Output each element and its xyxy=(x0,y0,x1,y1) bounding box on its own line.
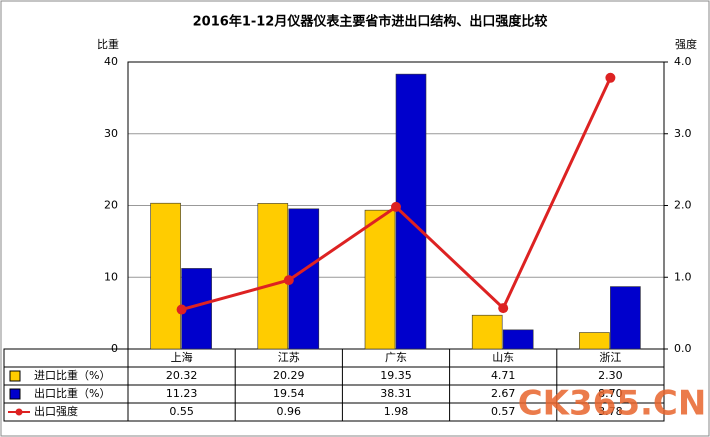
bar xyxy=(610,286,641,350)
y2-tick-label: 0.0 xyxy=(674,342,692,355)
y-tick-label: 30 xyxy=(104,127,118,140)
bar xyxy=(288,208,320,350)
table-value: 19.54 xyxy=(273,387,305,400)
table-value: 2.67 xyxy=(491,387,516,400)
table-value: 0.96 xyxy=(277,405,302,418)
y-axis-label: 比重 xyxy=(97,37,119,51)
y-tick-label: 40 xyxy=(104,55,118,68)
legend-marker xyxy=(15,408,23,416)
bar xyxy=(502,329,534,350)
x-tick-label: 上海 xyxy=(171,350,193,364)
y-tick-label: 10 xyxy=(104,270,118,283)
table-value: 20.29 xyxy=(273,369,305,382)
line-marker xyxy=(498,303,509,314)
y2-tick-label: 2.0 xyxy=(674,199,692,212)
legend-label: 出口强度 xyxy=(34,404,78,418)
bar xyxy=(579,332,610,350)
x-tick-label: 广东 xyxy=(385,351,407,364)
line-marker xyxy=(605,72,616,83)
bar xyxy=(364,209,396,350)
legend-swatch xyxy=(9,370,21,382)
y2-axis-label: 强度 xyxy=(675,37,697,51)
table-value: 0.57 xyxy=(491,405,516,418)
table-value: 19.35 xyxy=(380,369,412,382)
x-tick-label: 浙江 xyxy=(599,351,621,364)
bar xyxy=(150,202,181,350)
line-marker xyxy=(283,275,294,286)
table-value: 1.98 xyxy=(384,405,409,418)
table-value: 38.31 xyxy=(380,387,412,400)
line-marker xyxy=(176,304,187,315)
x-tick-label: 山东 xyxy=(492,351,514,364)
table-value: 8.70 xyxy=(598,387,623,400)
legend-label: 出口比重（%） xyxy=(34,386,110,400)
legend-swatch xyxy=(9,388,21,400)
bar xyxy=(257,203,289,350)
table-value: 20.32 xyxy=(166,369,198,382)
y-tick-label: 20 xyxy=(104,199,118,212)
chart-title: 2016年1-12月仪器仪表主要省市进出口结构、出口强度比较 xyxy=(193,14,548,30)
y2-tick-label: 1.0 xyxy=(674,270,692,283)
table-value: 11.23 xyxy=(166,387,198,400)
table-value: 3.78 xyxy=(598,405,623,418)
table-value: 2.30 xyxy=(598,369,623,382)
legend-label: 进口比重（%） xyxy=(34,368,110,382)
x-tick-label: 江苏 xyxy=(278,351,300,364)
y2-tick-label: 4.0 xyxy=(674,55,692,68)
bar xyxy=(471,314,503,350)
table-value: 0.55 xyxy=(169,405,194,418)
y2-tick-label: 3.0 xyxy=(674,127,692,140)
line-marker xyxy=(391,201,401,212)
table-value: 4.71 xyxy=(491,369,516,382)
watermark: CK365.CN xyxy=(518,384,707,424)
